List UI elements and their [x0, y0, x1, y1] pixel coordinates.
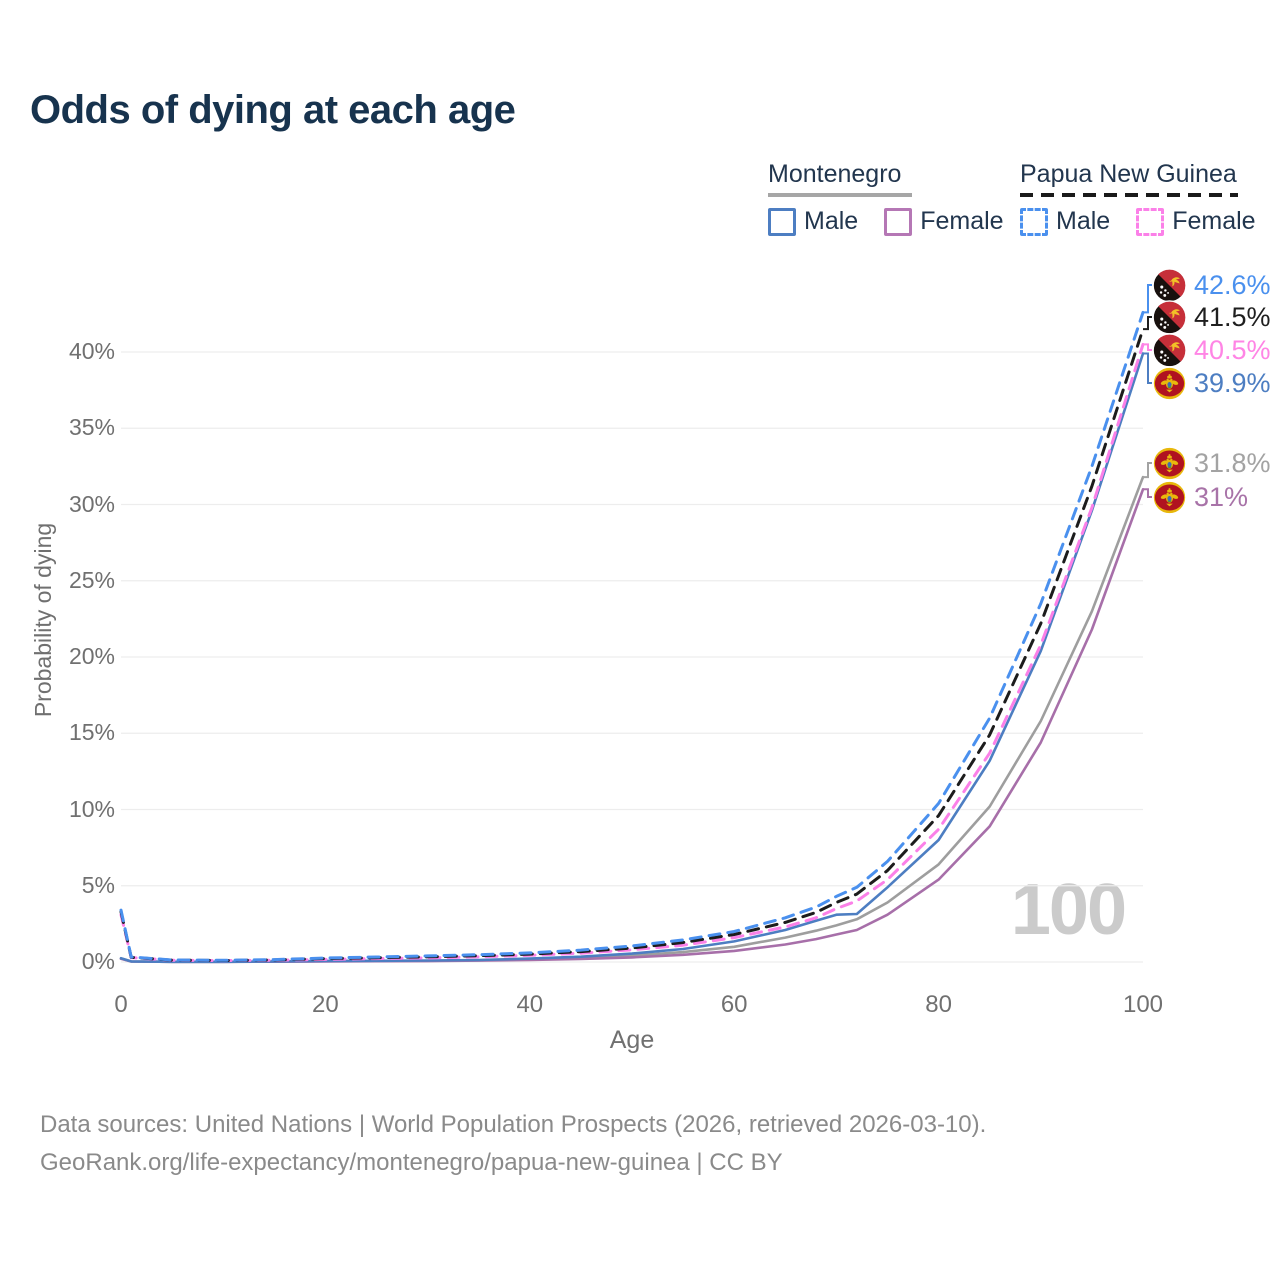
x-tick-label-80: 80	[925, 991, 952, 1018]
end-label-connector	[1143, 343, 1152, 351]
series-line-papua-new-guinea-both-sexes[interactable]	[119, 327, 1145, 962]
legend-group-papua-new-guinea: Papua New Guinea Male Female	[1020, 160, 1256, 236]
end-label-31[interactable]: 31%	[1152, 479, 1248, 515]
montenegro-flag-icon	[1152, 479, 1187, 515]
montenegro-flag-icon	[1152, 445, 1187, 481]
montenegro-male-swatch-icon	[768, 207, 796, 236]
montenegro-flag-icon	[1152, 365, 1187, 401]
series-line-papua-new-guinea-female[interactable]	[119, 342, 1145, 963]
legend-item-papua-new-guinea-female[interactable]: Female	[1136, 207, 1256, 236]
legend-group-montenegro: Montenegro Male Female	[768, 160, 1004, 236]
legend-underline-solid	[768, 193, 912, 197]
x-tick-label-100: 100	[1122, 991, 1164, 1018]
x-tick-label-0: 0	[114, 991, 128, 1018]
legend-header-montenegro: Montenegro	[768, 160, 902, 188]
x-tick-label-20: 20	[312, 991, 339, 1018]
papua-new-guinea-flag-icon	[1152, 299, 1187, 335]
y-tick-label-5: 5%	[81, 871, 115, 898]
page-title: Odds of dying at each age	[30, 88, 516, 132]
end-label-connector	[1143, 352, 1152, 384]
x-axis-title: Age	[609, 1026, 655, 1054]
y-tick-label-20: 20%	[68, 643, 115, 669]
end-label-318[interactable]: 31.8%	[1152, 445, 1271, 481]
y-tick-label-15: 15%	[68, 719, 115, 746]
series-line-montenegro-male[interactable]	[119, 352, 1145, 964]
end-label-value: 42.6%	[1194, 269, 1271, 300]
y-tick-label-35: 35%	[68, 414, 115, 441]
legend-item-label: Female	[920, 207, 1004, 235]
end-label-426[interactable]: 42.6%	[1152, 267, 1271, 303]
y-tick-label-30: 30%	[68, 490, 115, 517]
y-tick-label-0: 0%	[81, 948, 115, 974]
end-label-405[interactable]: 40.5%	[1152, 332, 1271, 368]
x-tick-label-60: 60	[720, 991, 748, 1018]
montenegro-female-swatch-icon	[884, 207, 913, 236]
end-label-value: 39.9%	[1194, 367, 1271, 398]
legend-item-montenegro-male[interactable]: Male	[768, 207, 858, 236]
end-label-connector	[1143, 316, 1152, 331]
data-sources-text: Data sources: United Nations | World Pop…	[40, 1111, 987, 1138]
end-label-connector	[1143, 284, 1152, 314]
end-label-value: 40.5%	[1194, 334, 1271, 365]
end-label-connector	[1143, 462, 1152, 479]
legend-item-montenegro-female[interactable]: Female	[884, 207, 1004, 236]
papua-new-guinea-male-swatch-icon	[1020, 207, 1048, 236]
end-label-value: 31.8%	[1194, 447, 1271, 478]
legend-item-label: Male	[804, 207, 859, 235]
end-label-415[interactable]: 41.5%	[1152, 299, 1271, 335]
end-label-399[interactable]: 39.9%	[1152, 365, 1271, 401]
y-tick-label-40: 40%	[68, 338, 115, 364]
legend-item-label: Male	[1056, 207, 1111, 235]
papua-new-guinea-female-swatch-icon	[1136, 207, 1165, 236]
end-label-value: 41.5%	[1194, 301, 1271, 332]
series-line-montenegro-female[interactable]	[119, 487, 1145, 964]
footer: Data sources: United Nations | World Pop…	[40, 1106, 986, 1182]
legend-header-papua-new-guinea: Papua New Guinea	[1020, 160, 1237, 188]
x-tick-label-40: 40	[516, 991, 544, 1018]
legend-item-label: Female	[1172, 207, 1256, 235]
papua-new-guinea-flag-icon	[1152, 267, 1187, 303]
legend-underline-dashed	[1020, 193, 1238, 197]
legend-item-papua-new-guinea-male[interactable]: Male	[1020, 207, 1110, 236]
y-tick-label-10: 10%	[68, 795, 115, 822]
y-tick-label-25: 25%	[68, 566, 115, 593]
end-label-value: 31%	[1194, 481, 1249, 512]
series-line-papua-new-guinea-male[interactable]	[119, 310, 1145, 962]
georank-attribution-link[interactable]: GeoRank.org/life-expectancy/montenegro/p…	[40, 1148, 783, 1176]
end-label-connector	[1143, 488, 1152, 498]
papua-new-guinea-flag-icon	[1152, 332, 1187, 368]
